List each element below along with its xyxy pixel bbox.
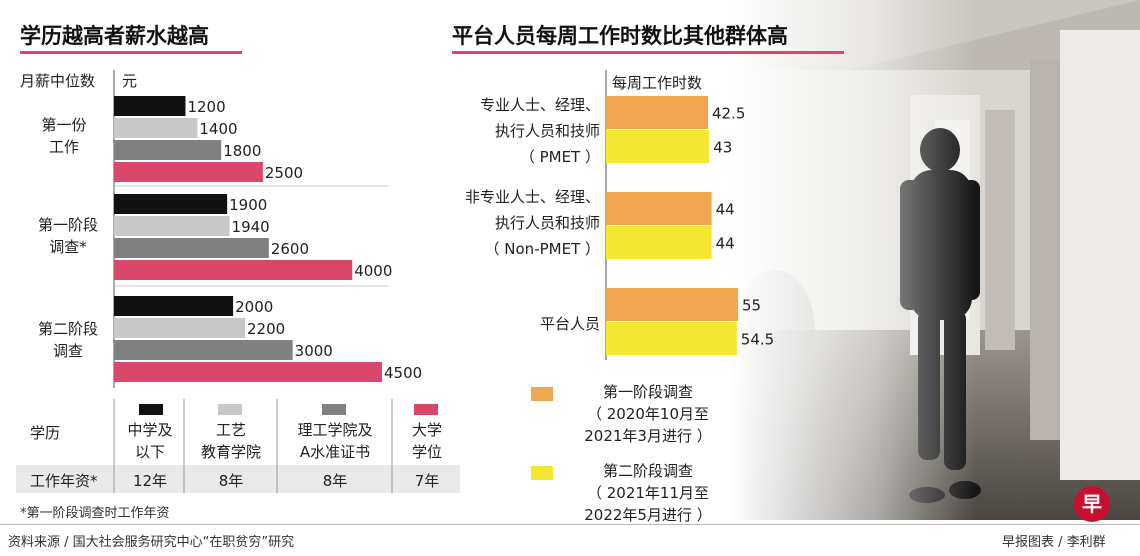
salary-bar-value-label: 1940	[232, 218, 270, 236]
right-chart-title: 平台人员每周工作时数比其他群体高	[452, 24, 788, 48]
education-column-label: 工艺 教育学院	[200, 421, 261, 461]
hours-bar	[606, 130, 710, 163]
salary-bar-value-label: 1900	[229, 196, 267, 214]
salary-axis-label: 月薪中位数	[20, 72, 96, 90]
hours-bar	[606, 288, 738, 321]
legend-label-phase1: 第一阶段调查 （ 2020年10月至 2021年3月进行 ）	[584, 383, 712, 445]
left-chart-title: 学历越高者薪水越高	[20, 24, 209, 48]
salary-bar	[114, 362, 382, 382]
salary-bar	[114, 340, 293, 360]
background-photo	[730, 0, 1140, 520]
salary-category-label: 第二阶段 调查	[37, 320, 98, 360]
salary-bar-value-label: 1800	[223, 142, 261, 160]
hours-bar-value-label: 55	[742, 297, 761, 315]
salary-bar	[114, 162, 263, 182]
years-value: 12年	[132, 472, 168, 490]
salary-bar	[114, 216, 230, 236]
legend-swatch-university	[414, 404, 438, 415]
salary-bar-value-label: 1200	[187, 98, 225, 116]
legend-label-phase2: 第二阶段调查 （ 2021年11月至 2022年5月进行 ）	[584, 462, 712, 524]
hours-bar-value-label: 44	[716, 235, 735, 253]
years-value: 8年	[322, 472, 348, 490]
hours-bar	[606, 226, 712, 259]
salary-bar-value-label: 2600	[271, 240, 309, 258]
salary-bar	[114, 260, 353, 280]
footer-credit: 早报图表 / 李利群	[1002, 535, 1106, 550]
education-column-label: 理工学院及 A水准证书	[297, 421, 373, 461]
hours-bar	[606, 96, 708, 129]
salary-unit: 元	[122, 72, 138, 90]
salary-bar-value-label: 2000	[235, 298, 273, 316]
legend-swatch-poly	[322, 404, 346, 415]
hours-bar-value-label: 43	[713, 139, 732, 157]
legend-swatch-phase1	[531, 387, 553, 401]
hours-bar	[606, 322, 737, 355]
hours-axis-label: 每周工作时数	[612, 74, 703, 92]
salary-bar	[114, 238, 269, 258]
salary-category-label: 第一阶段 调查*	[37, 216, 98, 256]
legend-swatch-phase2	[531, 466, 553, 480]
zaobao-logo: 早	[1074, 486, 1110, 522]
salary-bar-value-label: 3000	[295, 342, 333, 360]
salary-bar	[114, 296, 234, 316]
salary-bar	[114, 96, 186, 116]
hours-bar-value-label: 54.5	[741, 331, 774, 349]
corridor-photo-image	[730, 0, 1140, 520]
salary-bar-value-label: 4000	[354, 262, 392, 280]
education-row-label: 学历	[30, 424, 61, 442]
right-title-underline	[452, 51, 844, 54]
footer-source: 资料来源 / 国大社会服务研究中心“在职贫穷”研究	[8, 535, 295, 550]
years-value: 7年	[414, 472, 440, 490]
hours-bar-value-label: 44	[716, 201, 735, 219]
hours-category-label: 非专业人士、经理、 执行人员和技师 （ Non-PMET ）	[464, 188, 600, 258]
legend-swatch-secondary	[139, 404, 163, 415]
years-value: 8年	[218, 472, 244, 490]
hours-bar	[606, 192, 712, 225]
footer-divider	[0, 524, 1140, 525]
salary-bar	[114, 118, 198, 138]
left-title-underline	[20, 51, 242, 54]
salary-bar-value-label: 2200	[247, 320, 285, 338]
education-column-label: 中学及 以下	[127, 421, 173, 461]
salary-bar-value-label: 4500	[384, 364, 422, 382]
hours-bar-chart: 42.5 43 44 44 55 54.5	[605, 70, 774, 360]
salary-bar	[114, 140, 222, 160]
education-column-label: 大学 学位	[411, 421, 442, 461]
salary-bar-value-label: 2500	[265, 164, 303, 182]
education-table-frame	[16, 399, 460, 493]
salary-category-label: 第一份 工作	[41, 116, 87, 156]
years-row-label: 工作年资*	[30, 472, 98, 490]
legend-swatch-ite	[218, 404, 242, 415]
hours-category-label: 专业人士、经理、 执行人员和技师 （ PMET ）	[479, 96, 600, 166]
salary-bar	[114, 194, 228, 214]
hours-bar-value-label: 42.5	[712, 105, 745, 123]
hours-category-label: 平台人员	[539, 315, 600, 333]
salary-footnote: *第一阶段调查时工作年资	[20, 506, 170, 521]
salary-bar-value-label: 1400	[199, 120, 237, 138]
salary-bar	[114, 318, 246, 338]
